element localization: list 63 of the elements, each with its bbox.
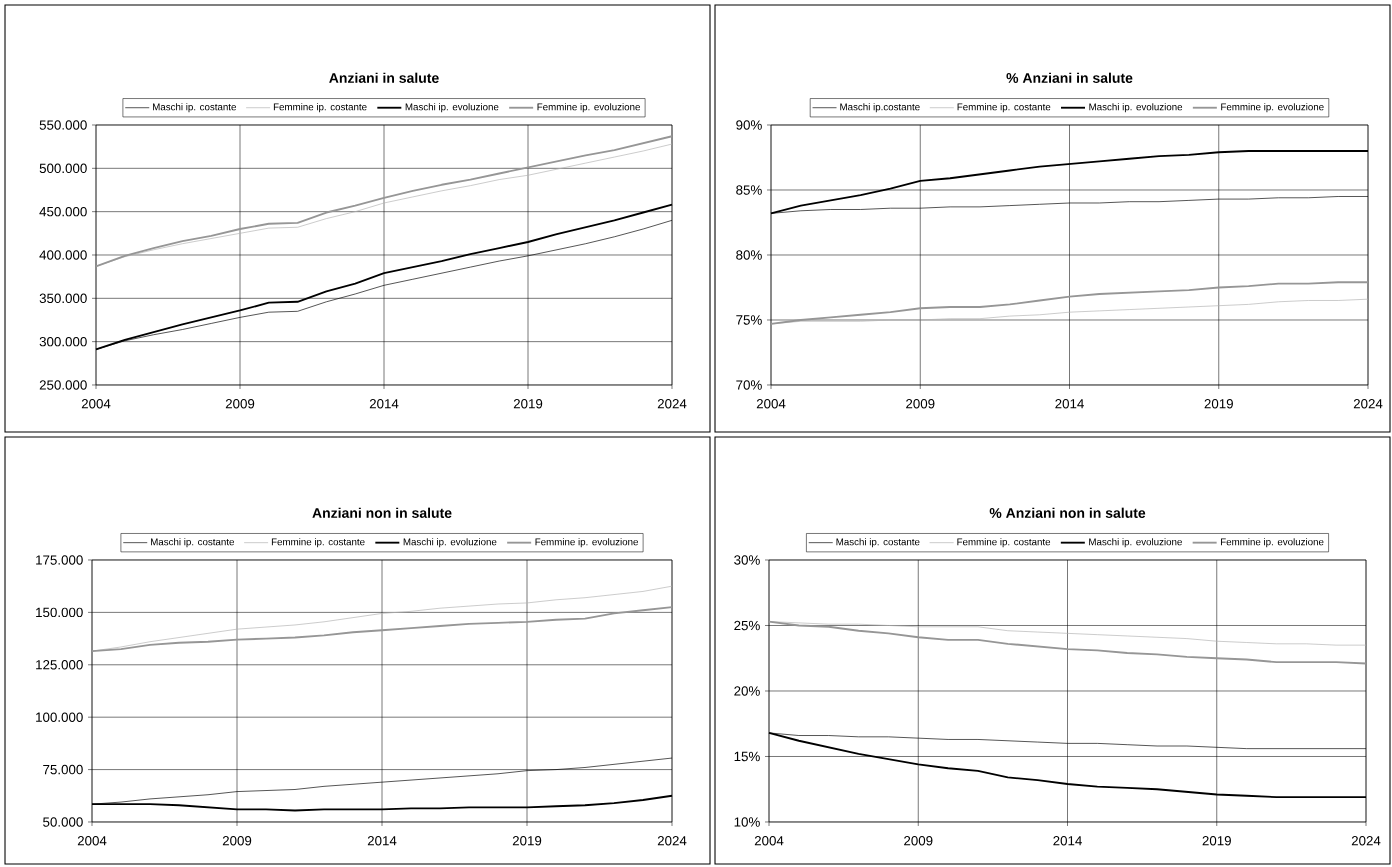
x-tick-label: 2014: [1055, 399, 1084, 409]
legend-label: Femmine ip. costante: [957, 103, 1051, 113]
x-tick-label: 2004: [754, 836, 784, 846]
y-tick-label: 30%: [734, 555, 760, 565]
legend-label: Maschi ip. evoluzione: [1089, 538, 1182, 548]
y-tick-label: 75%: [736, 315, 762, 325]
y-tick-label: 550.000: [39, 120, 87, 130]
legend-label: Femmine ip. evoluzione: [537, 103, 640, 113]
legend-label: Maschi ip. costante: [151, 538, 234, 548]
legend-label: Femmine ip. evoluzione: [535, 538, 638, 548]
legend-label: Femmine ip. costante: [273, 103, 367, 113]
x-tick-label: 2004: [756, 399, 786, 409]
y-tick-label: 500.000: [39, 163, 87, 174]
x-tick-label: 2009: [225, 399, 255, 409]
x-tick-label: 2014: [369, 399, 399, 409]
x-tick-label: 2024: [657, 399, 687, 409]
chart-title: % Anziani in salute: [1006, 72, 1133, 83]
legend-label: Femmine ip. costante: [271, 538, 365, 548]
y-tick-label: 25%: [734, 620, 760, 631]
x-tick-label: 2024: [1351, 836, 1381, 846]
x-tick-label: 2014: [367, 836, 397, 846]
y-tick-label: 250.000: [39, 380, 87, 390]
chart-title: Anziani non in salute: [312, 507, 452, 518]
y-tick-label: 125.000: [36, 660, 83, 670]
legend-label: Maschi ip. evoluzione: [405, 103, 499, 113]
y-tick-label: 85%: [736, 185, 762, 195]
y-tick-label: 50.000: [43, 817, 83, 827]
chart-title: % Anziani non in salute: [989, 507, 1146, 518]
legend-label: Maschi ip.costante: [840, 103, 920, 113]
x-tick-label: 2019: [1202, 836, 1231, 846]
x-tick-label: 2024: [657, 836, 687, 846]
y-tick-label: 175.000: [36, 555, 83, 565]
y-tick-label: 10%: [734, 817, 760, 827]
x-tick-label: 2009: [222, 836, 252, 846]
y-tick-label: 350.000: [39, 293, 87, 304]
y-tick-label: 150.000: [36, 607, 83, 618]
x-tick-label: 2024: [1353, 399, 1383, 409]
y-tick-label: 20%: [734, 686, 760, 696]
legend-label: Femmine ip. evoluzione: [1221, 103, 1324, 113]
y-tick-label: 100.000: [36, 712, 83, 722]
y-tick-label: 15%: [734, 751, 760, 762]
x-tick-label: 2004: [77, 836, 107, 846]
x-tick-label: 2009: [906, 399, 935, 409]
y-tick-label: 90%: [736, 120, 762, 130]
legend-label: Maschi ip. costante: [836, 538, 920, 548]
x-tick-label: 2019: [513, 399, 543, 409]
y-tick-label: 400.000: [39, 250, 87, 260]
x-tick-label: 2004: [81, 399, 111, 409]
x-tick-label: 2009: [904, 836, 933, 846]
y-tick-label: 450.000: [39, 206, 87, 217]
legend-label: Maschi ip. evoluzione: [403, 538, 497, 548]
x-tick-label: 2014: [1053, 836, 1082, 846]
y-tick-label: 70%: [736, 380, 762, 390]
legend-label: Femmine ip. costante: [957, 538, 1051, 548]
x-tick-label: 2019: [512, 836, 542, 846]
y-tick-label: 80%: [736, 250, 762, 260]
chart-title: Anziani in salute: [329, 72, 439, 83]
y-tick-label: 75.000: [43, 764, 83, 775]
legend-label: Maschi ip. evoluzione: [1089, 103, 1183, 113]
y-tick-label: 300.000: [39, 336, 87, 347]
legend-label: Maschi ip. costante: [153, 103, 236, 113]
legend-label: Femmine ip. evoluzione: [1221, 538, 1324, 548]
x-tick-label: 2019: [1204, 399, 1233, 409]
